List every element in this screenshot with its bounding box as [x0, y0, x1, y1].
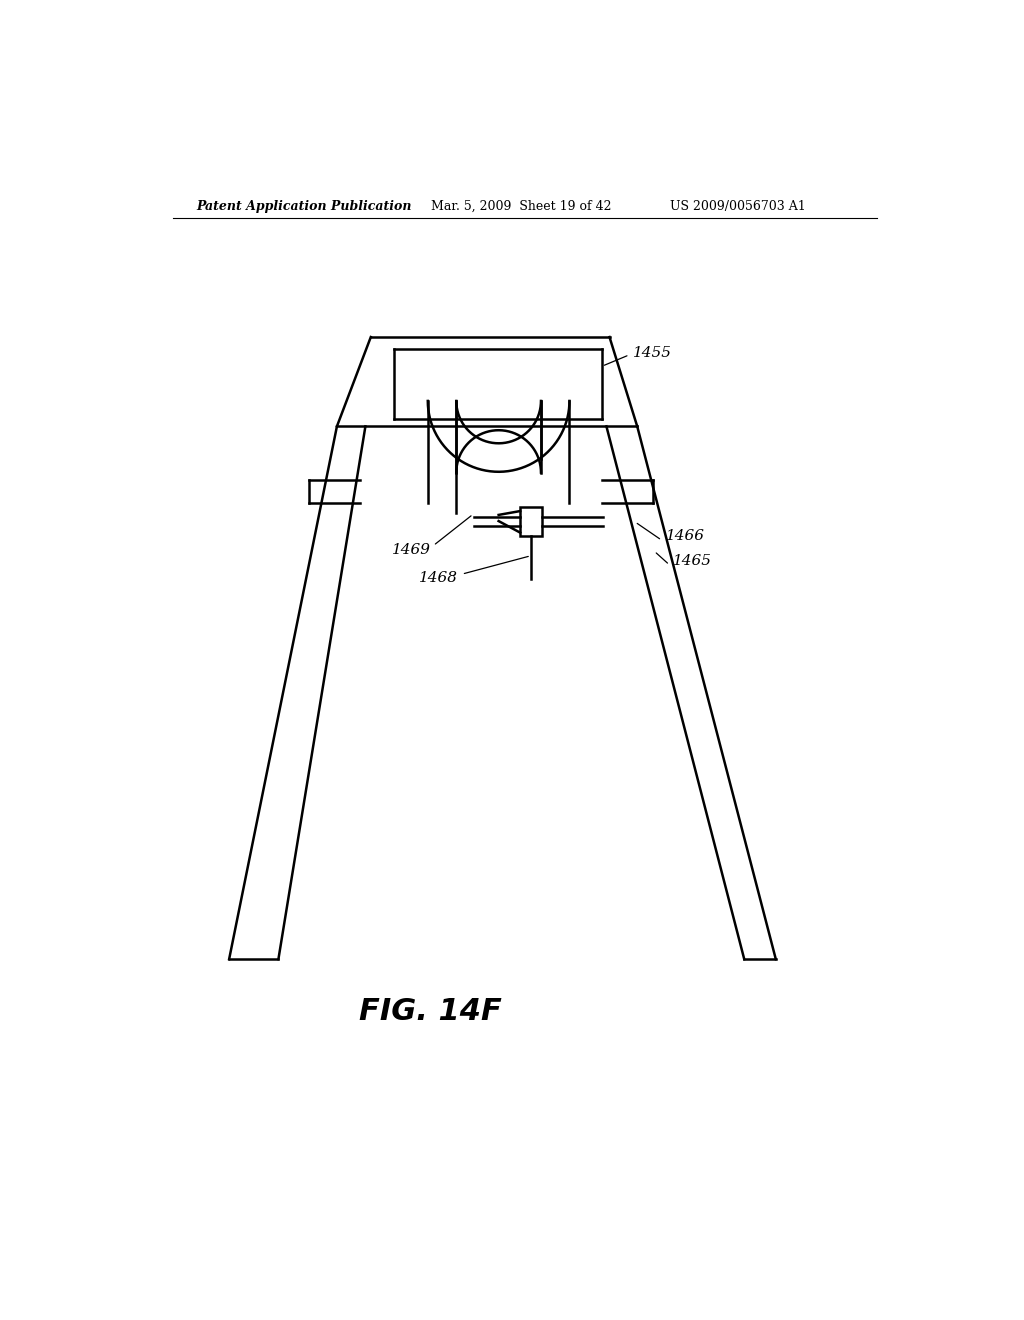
Text: 1466: 1466 [666, 529, 705, 543]
Text: 1468: 1468 [419, 572, 459, 585]
Text: Patent Application Publication: Patent Application Publication [196, 199, 412, 213]
Bar [520, 507, 542, 536]
Text: US 2009/0056703 A1: US 2009/0056703 A1 [670, 199, 805, 213]
Text: 1469: 1469 [392, 543, 431, 557]
Text: Mar. 5, 2009  Sheet 19 of 42: Mar. 5, 2009 Sheet 19 of 42 [431, 199, 611, 213]
Text: 1465: 1465 [674, 554, 713, 568]
Text: FIG. 14F: FIG. 14F [359, 997, 503, 1026]
Text: 1455: 1455 [633, 346, 672, 360]
